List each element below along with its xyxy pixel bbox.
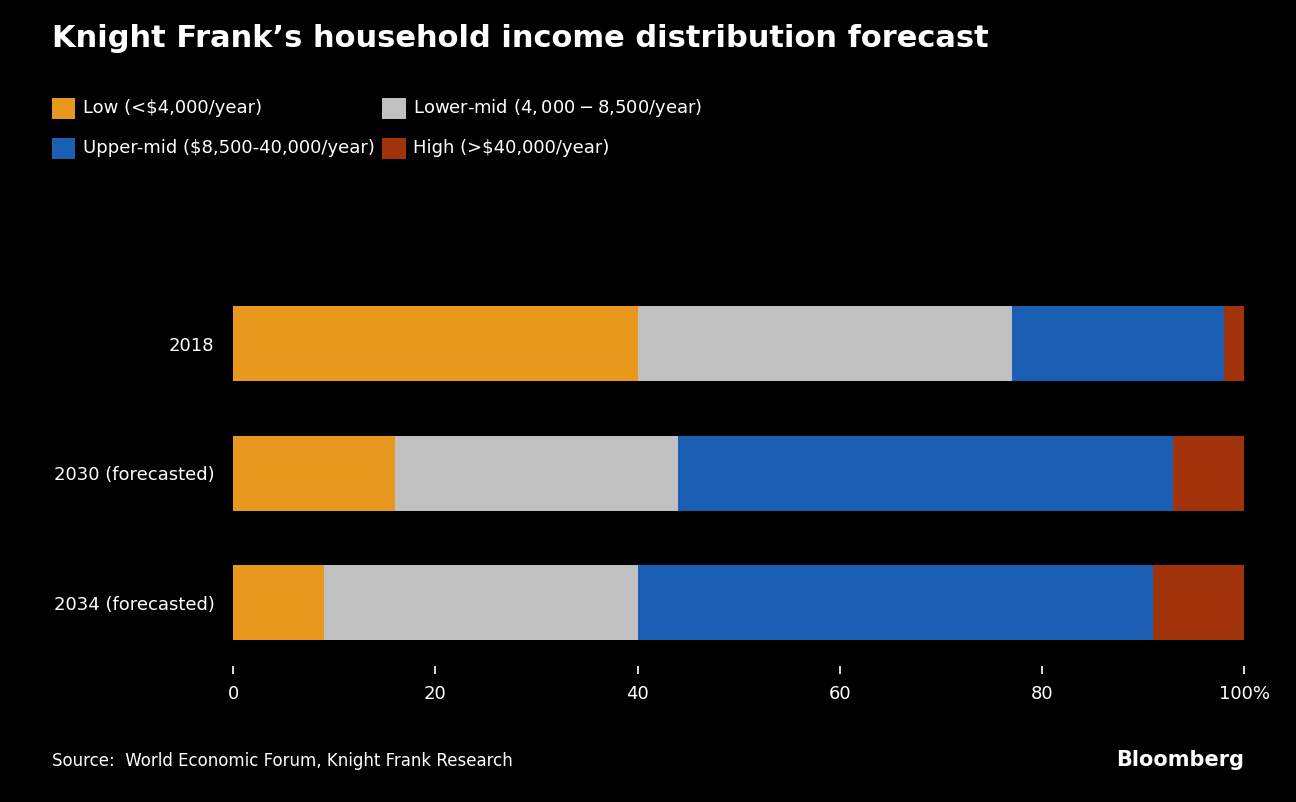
Bar — [1153, 565, 1244, 640]
Bar — [1223, 306, 1244, 381]
Bar — [638, 306, 1012, 381]
Text: Knight Frank’s household income distribution forecast: Knight Frank’s household income distribu… — [52, 24, 989, 53]
Text: Upper-mid ($8,500-40,000/year): Upper-mid ($8,500-40,000/year) — [83, 140, 375, 157]
Bar — [324, 565, 638, 640]
Bar — [678, 435, 1173, 511]
Text: Lower-mid ($4,000-$8,500/year): Lower-mid ($4,000-$8,500/year) — [413, 97, 702, 119]
Text: Source:  World Economic Forum, Knight Frank Research: Source: World Economic Forum, Knight Fra… — [52, 752, 513, 770]
Bar — [1173, 435, 1244, 511]
Bar — [1012, 306, 1223, 381]
Text: Low (<$4,000/year): Low (<$4,000/year) — [83, 99, 262, 117]
Bar — [233, 565, 324, 640]
Bar — [233, 306, 638, 381]
Text: Bloomberg: Bloomberg — [1116, 750, 1244, 770]
Bar — [638, 565, 1153, 640]
Bar — [233, 435, 395, 511]
Text: High (>$40,000/year): High (>$40,000/year) — [413, 140, 610, 157]
Bar — [395, 435, 678, 511]
